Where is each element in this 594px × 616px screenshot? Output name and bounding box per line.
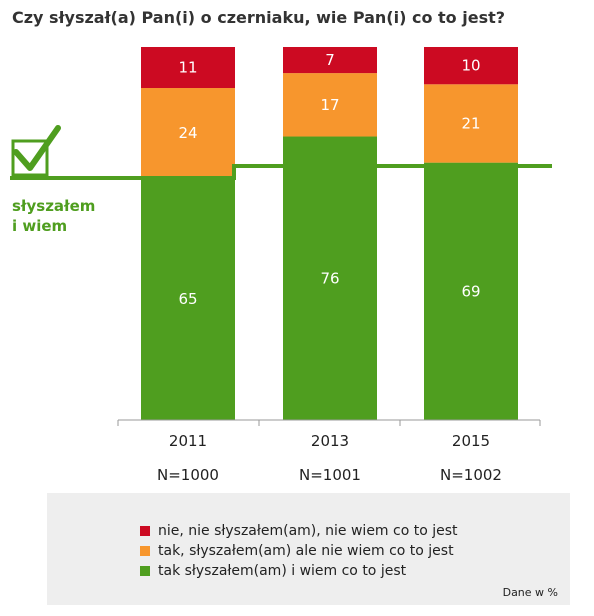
checkmark-icon [13,125,61,171]
sample-size-label: N=1002 [440,466,502,484]
category-label: 2011 [169,432,207,450]
data-label: 76 [320,269,339,287]
data-label: 17 [320,96,339,114]
reference-line [10,164,552,180]
bar-segment-2011-2 [141,47,235,89]
bar-segment-2015-0 [424,162,518,420]
bar-segment-2011-1 [141,88,235,178]
bar-segment-2013-2 [283,47,377,74]
annotation-label: i wiem [12,217,67,235]
legend-swatch [140,566,150,576]
sample-size-label: N=1000 [157,466,219,484]
category-label: 2013 [311,432,349,450]
legend: nie, nie słyszałem(am), nie wiem co to j… [140,521,458,581]
legend-item: nie, nie słyszałem(am), nie wiem co to j… [140,521,458,541]
bar-segment-2011-0 [141,177,235,420]
data-label: 65 [178,290,197,308]
x-axis [117,419,541,426]
data-label: 69 [461,282,480,300]
data-label: 10 [461,57,480,75]
legend-swatch [140,526,150,536]
annotation-group: słyszałem i wiem [10,125,552,235]
bar-segment-2015-1 [424,84,518,163]
category-labels: 2011 N=1000 2013 N=1001 2015 N=1002 [157,432,502,484]
legend-item: tak, słyszałem(am) ale nie wiem co to je… [140,541,458,561]
legend-label: tak słyszałem(am) i wiem co to jest [158,563,407,579]
legend-panel [47,493,570,605]
bar-segment-2013-0 [283,136,377,420]
bar-segment-2013-1 [283,73,377,137]
bar-segment-2015-2 [424,47,518,85]
sample-size-label: N=1001 [299,466,361,484]
data-label: 21 [461,114,480,132]
data-label: 11 [178,59,197,77]
legend-swatch [140,546,150,556]
annotation-label: słyszałem [12,197,95,215]
data-unit-note: Dane w % [502,586,558,599]
legend-label: tak, słyszałem(am) ale nie wiem co to je… [158,543,454,559]
legend-item: tak słyszałem(am) i wiem co to jest [140,561,458,581]
category-label: 2015 [452,432,490,450]
legend-label: nie, nie słyszałem(am), nie wiem co to j… [158,523,458,539]
data-label: 7 [325,51,335,69]
bars-group: 65 24 11 76 17 7 69 21 10 [141,47,518,420]
data-label: 24 [178,124,197,142]
chart-title: Czy słyszał(a) Pan(i) o czerniaku, wie P… [12,8,506,27]
